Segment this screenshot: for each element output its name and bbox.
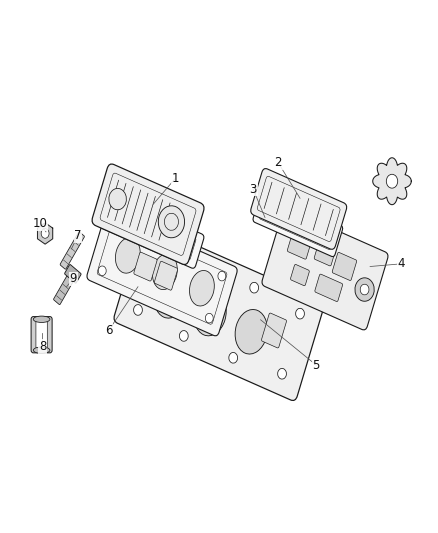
FancyBboxPatch shape (290, 264, 309, 286)
FancyBboxPatch shape (92, 164, 204, 264)
FancyBboxPatch shape (315, 274, 343, 302)
FancyBboxPatch shape (262, 208, 388, 330)
Ellipse shape (154, 273, 186, 318)
Text: 6: 6 (105, 324, 113, 337)
Circle shape (355, 278, 374, 301)
FancyBboxPatch shape (60, 232, 85, 269)
Circle shape (229, 352, 237, 363)
FancyBboxPatch shape (53, 271, 76, 305)
Circle shape (386, 174, 398, 188)
Text: 10: 10 (33, 217, 48, 230)
Ellipse shape (190, 270, 214, 306)
Circle shape (109, 189, 127, 210)
FancyBboxPatch shape (36, 321, 47, 348)
Text: 9: 9 (69, 272, 77, 285)
FancyBboxPatch shape (150, 264, 175, 298)
Circle shape (152, 245, 160, 255)
Circle shape (250, 282, 258, 293)
FancyBboxPatch shape (65, 264, 81, 283)
Circle shape (296, 308, 304, 319)
Circle shape (205, 313, 213, 323)
FancyBboxPatch shape (314, 244, 335, 266)
Circle shape (158, 206, 184, 238)
Text: 7: 7 (74, 229, 82, 242)
FancyBboxPatch shape (31, 317, 52, 353)
Polygon shape (38, 223, 53, 244)
Ellipse shape (152, 254, 177, 289)
Circle shape (278, 368, 286, 379)
Text: 8: 8 (39, 340, 46, 353)
Ellipse shape (33, 316, 50, 322)
Circle shape (360, 284, 369, 295)
Ellipse shape (235, 310, 267, 354)
FancyBboxPatch shape (114, 223, 324, 400)
Circle shape (180, 330, 188, 341)
Polygon shape (373, 158, 411, 205)
Circle shape (98, 266, 106, 276)
Ellipse shape (33, 347, 50, 353)
Text: 5: 5 (313, 359, 320, 372)
Circle shape (218, 271, 226, 281)
FancyBboxPatch shape (155, 261, 178, 290)
Text: 4: 4 (397, 257, 405, 270)
FancyBboxPatch shape (98, 193, 204, 268)
Ellipse shape (194, 291, 226, 336)
FancyBboxPatch shape (332, 253, 357, 280)
Circle shape (111, 224, 119, 233)
FancyBboxPatch shape (251, 168, 347, 249)
Text: 2: 2 (274, 156, 282, 169)
Circle shape (201, 261, 209, 271)
Text: 1: 1 (171, 172, 179, 185)
FancyBboxPatch shape (87, 211, 237, 336)
Text: 3: 3 (250, 183, 257, 196)
Ellipse shape (115, 238, 140, 273)
Circle shape (134, 305, 142, 316)
FancyBboxPatch shape (134, 252, 157, 281)
Circle shape (41, 229, 49, 238)
FancyBboxPatch shape (253, 191, 343, 256)
FancyBboxPatch shape (261, 313, 286, 348)
FancyBboxPatch shape (287, 233, 311, 259)
